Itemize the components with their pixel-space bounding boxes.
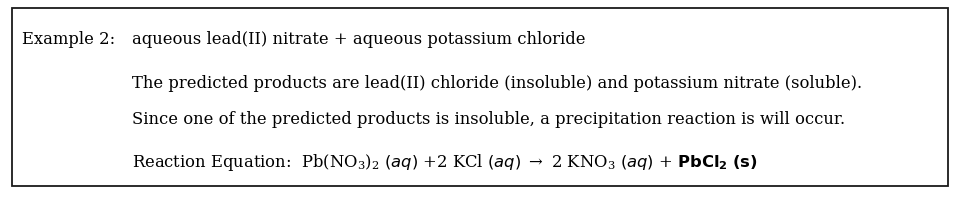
Text: aqueous lead(II) nitrate + aqueous potassium chloride: aqueous lead(II) nitrate + aqueous potas… <box>132 31 586 48</box>
Text: Since one of the predicted products is insoluble, a precipitation reaction is wi: Since one of the predicted products is i… <box>132 111 846 128</box>
Text: The predicted products are lead(II) chloride (insoluble) and potassium nitrate (: The predicted products are lead(II) chlo… <box>132 75 863 92</box>
Text: Reaction Equation:  $\mathregular{Pb(NO_3)_2}$ $\mathit{(aq)}$ $\mathregular{+ 2: Reaction Equation: $\mathregular{Pb(NO_3… <box>132 152 758 173</box>
FancyBboxPatch shape <box>12 8 948 186</box>
Text: Example 2:: Example 2: <box>22 31 115 48</box>
